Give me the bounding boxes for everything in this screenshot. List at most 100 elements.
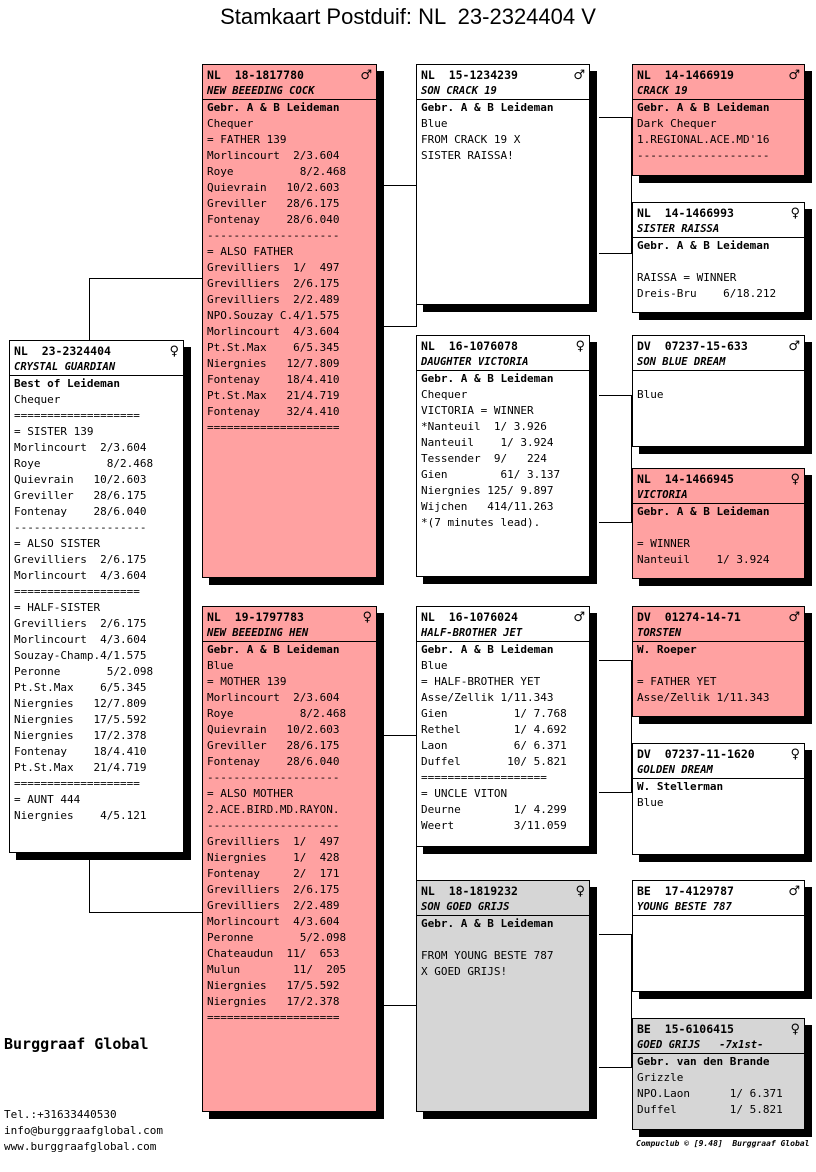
card-line: Weert 3/11.059	[421, 819, 567, 832]
card-line: Niergnies 17/5.592	[207, 979, 340, 992]
card-lines: Dark Chequer 1.REGIONAL.ACE.MD'16 --------…	[637, 116, 800, 164]
card-line: Fontenay 28/6.040	[14, 505, 147, 518]
breeder-name: Gebr. A & B Leideman	[207, 101, 340, 114]
card-line: Souzay-Champ.4/1.575	[14, 649, 147, 662]
ring-number: DV 01274-14-71	[637, 610, 741, 624]
pigeon-card-subject[interactable]: NL 23-2324404 ♀ CRYSTAL GUARDIAN Best of …	[9, 340, 184, 853]
pigeon-card-fm-father[interactable]: DV 07237-15-633 ♂ SON BLUE DREAM Blue	[632, 335, 805, 447]
ring-number: NL 19-1797783	[207, 610, 304, 624]
card-line: Quievrain 10/2.603	[207, 181, 340, 194]
card-line: Chateaudun 11/ 653	[207, 947, 340, 960]
card-line: Fontenay 28/6.040	[207, 755, 340, 768]
pigeon-card-fm-mother[interactable]: NL 14-1466945 ♀ VICTORIA Gebr. A & B Leid…	[632, 468, 805, 579]
card-line: Grizzle	[637, 1071, 684, 1084]
card-line: Morlincourt 4/3.604	[14, 569, 147, 582]
breeder-name: Gebr. van den Brande	[637, 1055, 770, 1068]
card-line: Laon 6/ 6.371	[421, 739, 567, 752]
card-line: Rethel 1/ 4.692	[421, 723, 567, 736]
pigeon-card-mm-father[interactable]: BE 17-4129787 ♂ YOUNG BESTE 787	[632, 880, 805, 992]
breeder-name: W. Roeper	[637, 643, 697, 656]
card-line: --------------------	[207, 819, 340, 832]
card-line: --------------------	[207, 771, 340, 784]
breeder-name: Gebr. A & B Leideman	[207, 643, 340, 656]
pigeon-card-ff-mother[interactable]: NL 14-1466993 ♀ SISTER RAISSA Gebr. A & B…	[632, 202, 805, 313]
card-lines: Chequer =================== = SISTER 139 Mo…	[14, 392, 179, 824]
card-line: --------------------	[14, 521, 147, 534]
male-symbol-icon: ♂	[360, 68, 372, 83]
card-line: Blue	[421, 117, 448, 130]
card-line: Grevilliers 2/6.175	[207, 277, 340, 290]
card-line: Niergnies 12/7.809	[207, 357, 340, 370]
card-line: Morlincourt 4/3.604	[14, 633, 147, 646]
contact-website[interactable]: www.burggraafglobal.com	[4, 1140, 157, 1153]
card-line: ====================	[207, 1011, 340, 1024]
breeder-name: Best of Leideman	[14, 377, 120, 390]
pigeon-name: GOED GRIJS -7x1st-	[633, 1037, 804, 1054]
card-line: X GOED GRIJS!	[421, 965, 508, 978]
card-line: Blue	[637, 388, 664, 401]
card-line: Quievrain 10/2.603	[14, 473, 147, 486]
pigeon-card-mother-father[interactable]: NL 16-1076024 ♂ HALF-BROTHER JET Gebr. A …	[416, 606, 590, 847]
pigeon-card-mf-mother[interactable]: DV 07237-11-1620 ♀ GOLDEN DREAM W. Stelle…	[632, 743, 805, 855]
card-line: Gien 1/ 7.768	[421, 707, 567, 720]
card-line: Asse/Zellik 1/11.343	[421, 691, 554, 704]
card-line: = ALSO SISTER	[14, 537, 101, 550]
card-line: Dreis-Bru 6/18.212	[637, 287, 777, 300]
card-lines: RAISSA = WINNER Dreis-Bru 6/18.212	[637, 254, 800, 302]
card-line: ===================	[14, 777, 140, 790]
card-line: FROM CRACK 19 X	[421, 133, 521, 146]
card-line: Pt.St.Max 6/5.345	[207, 341, 340, 354]
pigeon-name: TORSTEN	[633, 625, 804, 642]
card-line: Quievrain 10/2.603	[207, 723, 340, 736]
connector-mf-ggp	[599, 660, 632, 793]
male-symbol-icon: ♂	[788, 339, 800, 354]
card-lines: Chequer VICTORIA = WINNER *Nanteuil 1/ 3.9…	[421, 387, 585, 531]
pigeon-card-mother-mother[interactable]: NL 18-1819232 ♀ SON GOED GRIJS Gebr. A & …	[416, 880, 590, 1112]
pigeon-card-father[interactable]: NL 18-1817780 ♂ NEW BEEEDING COCK Gebr. A…	[202, 64, 377, 578]
card-line: Pt.St.Max 21/4.719	[207, 389, 340, 402]
card-line: Deurne 1/ 4.299	[421, 803, 567, 816]
breeder-name	[637, 916, 800, 932]
card-line: Grevilliers 2/6.175	[14, 617, 147, 630]
card-lines: Blue = MOTHER 139 Morlincourt 2/3.604 Roye …	[207, 658, 372, 1026]
card-line: Blue	[207, 659, 234, 672]
male-symbol-icon: ♂	[788, 68, 800, 83]
card-line: Duffel 10/ 5.821	[421, 755, 567, 768]
card-line: Grevilliers 2/6.175	[207, 883, 340, 896]
card-line: Fontenay 2/ 171	[207, 867, 340, 880]
card-line: Chequer	[421, 388, 468, 401]
card-lines: Blue	[637, 387, 800, 403]
pigeon-card-ff-father[interactable]: NL 14-1466919 ♂ CRACK 19 Gebr. A & B Leid…	[632, 64, 805, 176]
pigeon-name: NEW BEEEDING COCK	[203, 83, 376, 100]
ring-number: NL 18-1817780	[207, 68, 304, 82]
pigeon-card-mf-father[interactable]: DV 01274-14-71 ♂ TORSTEN W. Roeper = FATH…	[632, 606, 805, 717]
pigeon-card-father-father[interactable]: NL 15-1234239 ♂ SON CRACK 19 Gebr. A & B …	[416, 64, 590, 305]
card-line: Niergnies 125/ 9.897	[421, 484, 554, 497]
card-line: = FATHER YET	[637, 675, 717, 688]
card-line: Peronne 5/2.098	[14, 665, 154, 678]
ring-number: NL 16-1076024	[421, 610, 518, 624]
card-line: Grevilliers 2/2.489	[207, 899, 340, 912]
card-line: = ALSO MOTHER	[207, 787, 294, 800]
breeder-name: Gebr. A & B Leideman	[421, 101, 554, 114]
card-line: = MOTHER 139	[207, 675, 287, 688]
card-line: Chequer	[207, 117, 254, 130]
pigeon-name: CRYSTAL GUARDIAN	[10, 359, 183, 376]
card-line: = HALF-BROTHER YET	[421, 675, 541, 688]
pigeon-card-father-mother[interactable]: NL 16-1076078 ♀ DAUGHTER VICTORIA Gebr. A…	[416, 335, 590, 577]
card-line: Grevilliers 1/ 497	[207, 835, 340, 848]
card-lines: Blue	[637, 795, 800, 811]
pigeon-name: YOUNG BESTE 787	[633, 899, 804, 916]
male-symbol-icon: ♂	[788, 884, 800, 899]
pigeon-card-mm-mother[interactable]: BE 15-6106415 ♀ GOED GRIJS -7x1st- Gebr. …	[632, 1018, 805, 1130]
card-line: Fontenay 18/4.410	[207, 373, 340, 386]
breeder-name: Gebr. A & B Leideman	[637, 239, 770, 252]
ring-number: NL 18-1819232	[421, 884, 518, 898]
contact-phone: Tel.:+31633440530	[4, 1108, 117, 1121]
card-line: Mulun 11/ 205	[207, 963, 347, 976]
male-symbol-icon: ♂	[573, 68, 585, 83]
card-line: Blue	[421, 659, 448, 672]
card-line: Niergnies 17/2.378	[207, 995, 340, 1008]
pigeon-card-mother[interactable]: NL 19-1797783 ♀ NEW BEEEDING HEN Gebr. A …	[202, 606, 377, 1112]
contact-email[interactable]: info@burggraafglobal.com	[4, 1124, 163, 1137]
